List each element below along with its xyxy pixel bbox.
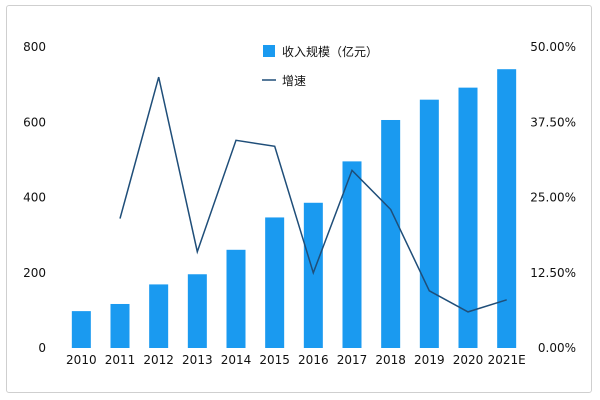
x-tick-label: 2014 (221, 353, 252, 367)
legend-swatch-bar (263, 45, 275, 57)
bar (265, 217, 285, 348)
x-tick-label: 2016 (298, 353, 329, 367)
bar (342, 161, 362, 348)
x-tick-label: 2021E (488, 353, 526, 367)
bar (149, 284, 169, 348)
y-left-tick-label: 400 (23, 191, 46, 205)
x-tick-label: 2017 (337, 353, 368, 367)
bar (187, 274, 207, 348)
x-tick-label: 2010 (66, 353, 97, 367)
y-left-tick-label: 800 (23, 40, 46, 54)
bar (303, 202, 323, 348)
y-left-tick-label: 600 (23, 115, 46, 129)
x-tick-label: 2012 (143, 353, 174, 367)
y-right-tick-label: 0.00% (538, 341, 576, 355)
legend-label-bar: 收入规模（亿元） (282, 44, 378, 59)
x-tick-label: 2020 (453, 353, 484, 367)
y-right-tick-label: 25.00% (530, 191, 576, 205)
bar (226, 249, 246, 348)
chart-card (6, 5, 592, 393)
x-tick-label: 2013 (182, 353, 213, 367)
x-tick-label: 2015 (259, 353, 290, 367)
bar (381, 119, 401, 349)
bar (71, 311, 91, 348)
y-right-tick-label: 37.50% (530, 115, 576, 129)
y-right-tick-label: 50.00% (530, 40, 576, 54)
bar (497, 69, 517, 348)
y-left-tick-label: 200 (23, 266, 46, 280)
bar (419, 99, 439, 348)
x-tick-label: 2019 (414, 353, 445, 367)
legend-label-line: 增速 (282, 74, 306, 88)
y-right-tick-label: 12.50% (530, 266, 576, 280)
y-left-tick-label: 0 (38, 341, 46, 355)
bar (110, 303, 130, 348)
bar (458, 87, 478, 348)
x-tick-label: 2011 (105, 353, 136, 367)
legend: 收入规模（亿元） 增速 (262, 44, 378, 88)
x-tick-label: 2018 (375, 353, 406, 367)
